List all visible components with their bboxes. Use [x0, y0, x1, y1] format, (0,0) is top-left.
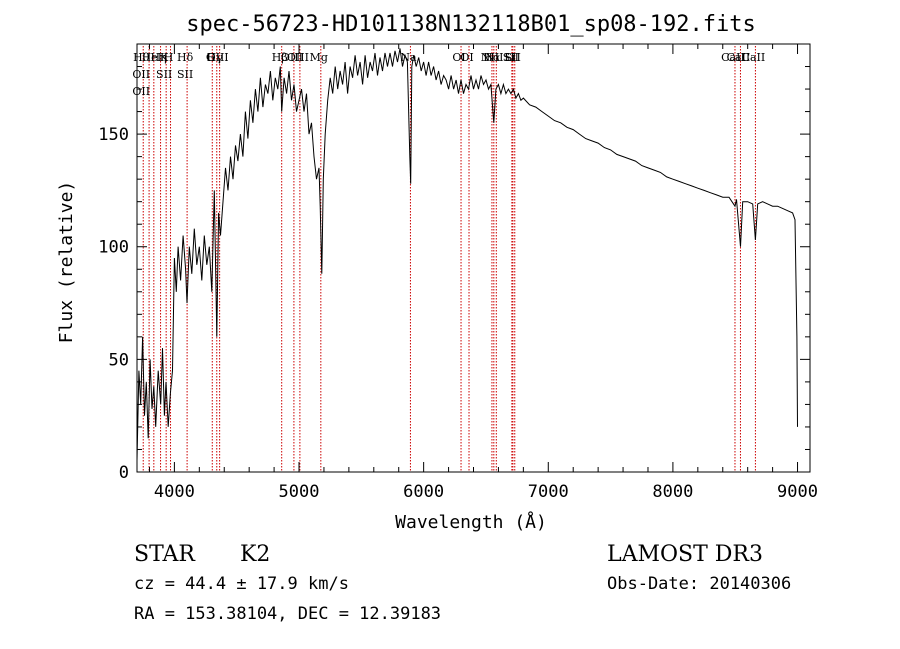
line-marker-label: OI	[452, 51, 465, 64]
line-marker-label: Hδ	[177, 51, 194, 64]
x-tick-label: 6000	[403, 482, 444, 502]
line-marker-label: CaII	[721, 51, 745, 64]
x-tick-label: 7000	[528, 482, 569, 502]
object-class: STAR	[134, 542, 196, 567]
x-tick-label: 5000	[279, 482, 320, 502]
coordinates-text: RA = 153.38104, DEC = 12.39183	[134, 604, 441, 624]
line-marker-label: OIII	[287, 51, 309, 64]
line-marker-label: CaII	[727, 51, 751, 64]
line-marker-label: SII	[503, 51, 519, 64]
line-marker-label: SII	[505, 51, 521, 64]
line-marker-label: Hβ	[272, 51, 288, 64]
line-marker-label: NII	[481, 51, 499, 64]
object-subclass: K2	[240, 542, 270, 567]
line-marker-label: G	[206, 51, 215, 64]
y-tick-label: 50	[109, 350, 129, 370]
spectrum-line	[136, 48, 798, 461]
line-marker-label: SII	[177, 68, 193, 81]
plot-frame	[136, 43, 811, 473]
line-marker-label: Hγ	[207, 51, 224, 64]
survey-name: LAMOST DR3	[607, 542, 763, 567]
line-marker-label: Hα	[483, 51, 501, 64]
emission-line-markers	[142, 46, 756, 472]
line-marker-label: OI	[460, 51, 473, 64]
line-marker-label: Li	[504, 51, 515, 64]
y-tick-label: 150	[98, 125, 129, 145]
line-marker-label: H	[164, 51, 174, 64]
line-marker-label: K	[160, 51, 169, 64]
y-axis: 0 50 100 150	[98, 66, 810, 483]
line-marker-label: OIII	[207, 51, 229, 64]
line-marker-label: Hθ	[133, 51, 150, 64]
x-tick-label: 4000	[154, 482, 195, 502]
x-tick-label: 9000	[777, 482, 818, 502]
y-tick-label: 100	[98, 238, 129, 258]
y-axis-label: Flux (relative)	[56, 181, 77, 344]
line-marker-label: HeI	[142, 51, 162, 64]
x-axis-label: Wavelength (Å)	[395, 511, 547, 533]
obs-date-text: Obs-Date: 20140306	[607, 574, 791, 594]
line-marker-label: NII	[485, 51, 503, 64]
line-marker-label: CaII	[742, 51, 766, 64]
chart-title: spec-56723-HD101138N132118B01_sp08-192.f…	[186, 12, 756, 37]
x-tick-label: 8000	[652, 482, 693, 502]
redshift-text: cz = 44.4 ± 17.9 km/s	[134, 574, 349, 594]
line-marker-label: OII	[132, 85, 150, 98]
line-marker-label: SII	[156, 68, 172, 81]
line-marker-label: Mg	[310, 51, 328, 64]
line-marker-label: OIII	[281, 51, 303, 64]
y-tick-label: 0	[119, 463, 129, 483]
line-marker-label: OII	[132, 68, 150, 81]
x-axis: 4000 5000 6000 7000 8000 9000	[148, 44, 818, 502]
line-marker-label: Hη	[150, 51, 166, 64]
